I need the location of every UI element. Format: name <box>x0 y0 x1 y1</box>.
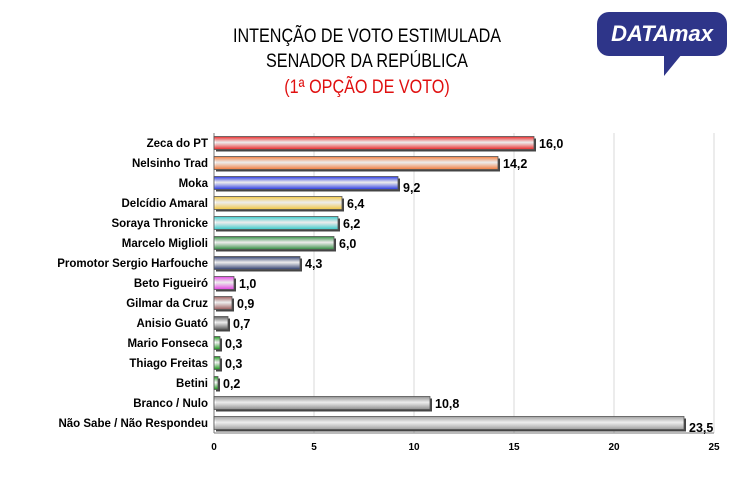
category-label: Mario Fonseca <box>127 338 208 350</box>
value-label: 1,0 <box>239 277 256 291</box>
bar-2 <box>213 176 399 190</box>
chart-title-line2: SENADOR DA REPÚBLICA <box>266 51 468 72</box>
value-label: 6,0 <box>339 237 356 251</box>
bar-14 <box>213 416 685 430</box>
bar-6 <box>213 256 301 270</box>
category-label: Não Sabe / Não Respondeu <box>58 418 208 430</box>
category-label: Zeca do PT <box>147 138 208 150</box>
value-label: 6,2 <box>343 217 360 231</box>
datamax-logo: DATAmax <box>597 12 727 56</box>
value-label: 9,2 <box>403 181 420 195</box>
category-label: Soraya Thronicke <box>111 218 208 230</box>
value-label: 23,5 <box>689 421 713 435</box>
category-label: Anisio Guató <box>136 318 208 330</box>
bar-8 <box>213 296 233 310</box>
bar-0 <box>213 136 535 150</box>
bar-3 <box>213 196 343 210</box>
category-label: Promotor Sergio Harfouche <box>57 258 208 270</box>
value-label: 0,3 <box>225 337 242 351</box>
value-label: 14,2 <box>503 157 527 171</box>
category-label: Beto Figueiró <box>134 278 208 290</box>
value-label: 0,3 <box>225 357 242 371</box>
category-label: Marcelo Miglioli <box>122 238 208 250</box>
bar-9 <box>213 316 229 330</box>
value-label: 16,0 <box>539 137 563 151</box>
bar-11 <box>213 356 221 370</box>
x-tick-label: 10 <box>408 442 420 453</box>
value-label: 10,8 <box>435 397 459 411</box>
bar-1 <box>213 156 499 170</box>
value-label: 4,3 <box>305 257 322 271</box>
category-label: Gilmar da Cruz <box>126 298 208 310</box>
category-label: Thiago Freitas <box>129 358 208 370</box>
value-label: 0,2 <box>223 377 240 391</box>
x-tick-label: 0 <box>211 442 217 453</box>
bar-10 <box>213 336 221 350</box>
category-label: Moka <box>179 178 209 190</box>
category-label: Nelsinho Trad <box>132 158 208 170</box>
bar-7 <box>213 276 235 290</box>
value-label: 0,9 <box>237 297 254 311</box>
x-tick-label: 25 <box>708 442 720 453</box>
chart-subtitle: (1ª OPÇÃO DE VOTO) <box>284 77 450 98</box>
bar-13 <box>213 396 431 410</box>
x-tick-label: 5 <box>311 442 317 453</box>
logo-text: DATAmax <box>611 21 713 46</box>
category-label: Betini <box>176 378 208 390</box>
bar-5 <box>213 236 335 250</box>
category-label: Branco / Nulo <box>133 398 208 410</box>
value-label: 0,7 <box>233 317 250 331</box>
category-label: Delcídio Amaral <box>122 198 209 210</box>
x-tick-label: 15 <box>508 442 520 453</box>
bar-12 <box>213 376 219 390</box>
value-label: 6,4 <box>347 197 364 211</box>
bar-4 <box>213 216 339 230</box>
x-tick-label: 20 <box>608 442 620 453</box>
chart-title-line1: INTENÇÃO DE VOTO ESTIMULADA <box>232 26 502 47</box>
